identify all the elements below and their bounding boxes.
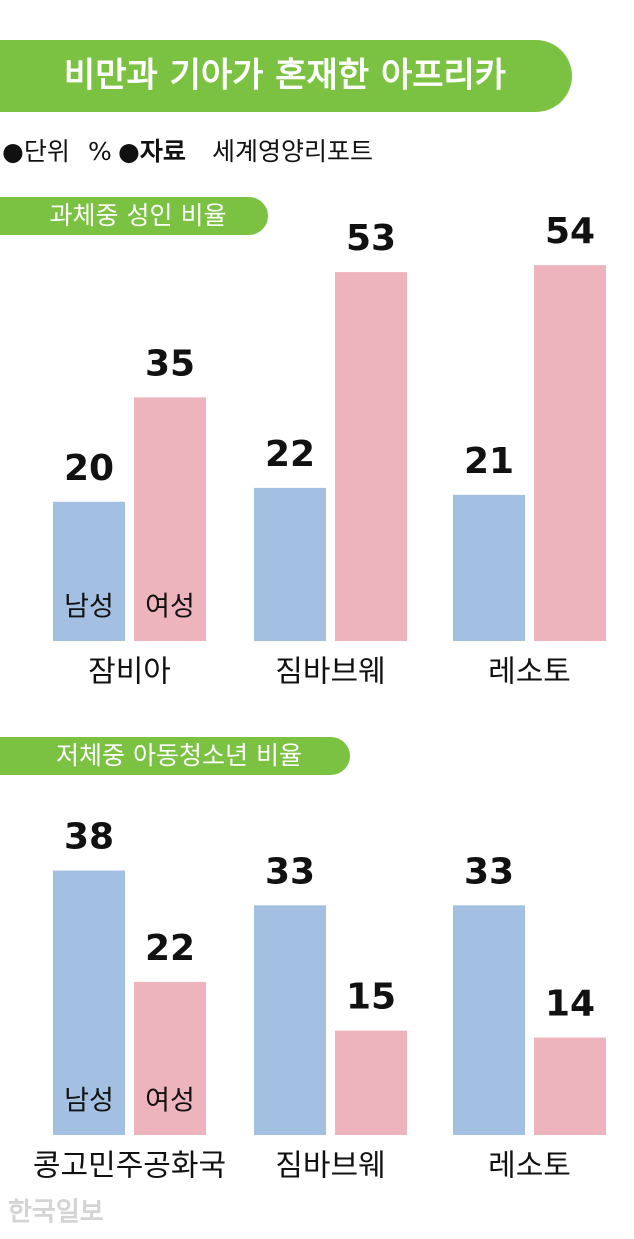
value-label: 15	[346, 977, 396, 1018]
chart-subtitle: 저체중 아동청소년 비율	[56, 741, 302, 770]
bar	[534, 265, 606, 641]
bar	[534, 1037, 606, 1135]
bar	[335, 1030, 407, 1135]
value-label: 35	[145, 343, 195, 384]
legend-label: 여성	[145, 1086, 195, 1117]
source: 세계영양리포트	[212, 137, 373, 166]
value-label: 54	[545, 211, 595, 252]
value-label: 22	[265, 434, 315, 475]
value-label: 38	[64, 817, 114, 858]
legend-label: 남성	[64, 1086, 114, 1117]
bar	[134, 397, 206, 641]
category-label: 레소토	[488, 655, 571, 690]
category-label: 짐바브웨	[275, 655, 385, 690]
legend-label: 남성	[64, 592, 114, 623]
title: 비만과 기아가 혼재한 아프리카	[64, 56, 506, 96]
unit-label: ●단위	[2, 137, 70, 166]
value-label: 14	[545, 984, 595, 1025]
unit: %	[88, 137, 112, 166]
category-label: 레소토	[488, 1149, 571, 1184]
subtitle-pill	[0, 737, 350, 775]
bar	[453, 494, 525, 641]
category-label: 짐바브웨	[275, 1149, 385, 1184]
legend-label: 여성	[145, 592, 195, 623]
source-label: ●자료	[118, 137, 186, 166]
title-pill	[0, 40, 572, 112]
credit: 한국일보	[8, 1198, 104, 1228]
category-label: 잠비아	[88, 655, 171, 690]
bar	[254, 487, 326, 641]
bar	[335, 272, 407, 641]
value-label: 21	[464, 441, 514, 482]
category-label: 콩고민주공화국	[33, 1149, 226, 1184]
bar	[53, 870, 125, 1135]
bar	[254, 905, 326, 1135]
chart-subtitle: 과체중 성인 비율	[50, 201, 227, 230]
value-label: 33	[464, 851, 514, 892]
value-label: 22	[145, 928, 195, 969]
value-label: 33	[265, 851, 315, 892]
bar	[134, 981, 206, 1135]
subtitle-pill	[0, 197, 268, 235]
value-label: 20	[64, 448, 114, 489]
value-label: 53	[346, 218, 396, 259]
bar	[53, 501, 125, 641]
bar	[453, 905, 525, 1135]
